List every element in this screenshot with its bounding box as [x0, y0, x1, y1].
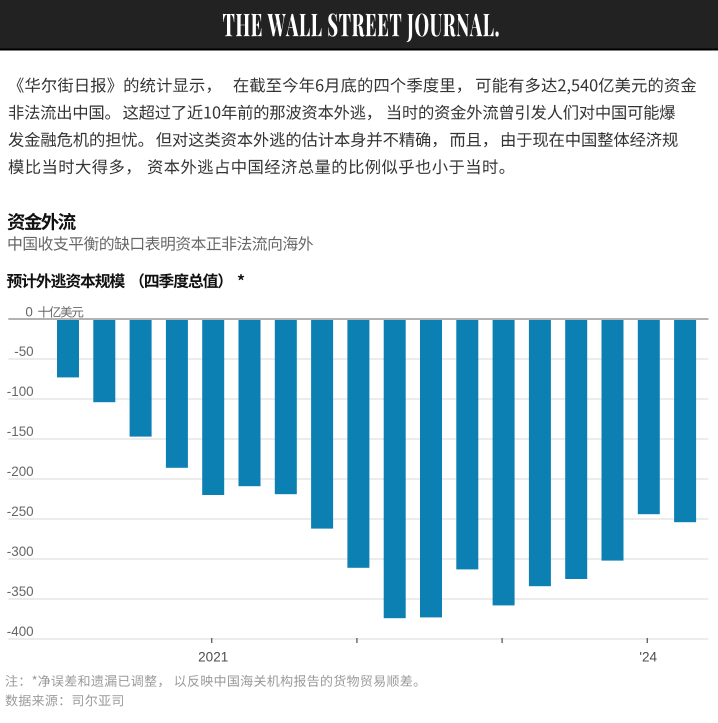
- svg-text:-350: -350: [7, 584, 34, 599]
- svg-text:-50: -50: [14, 344, 33, 359]
- svg-text:-100: -100: [7, 384, 34, 399]
- svg-text:-150: -150: [7, 424, 34, 439]
- svg-text:-400: -400: [7, 624, 34, 639]
- svg-text:'24: '24: [639, 650, 657, 665]
- svg-text:2021: 2021: [198, 650, 228, 665]
- svg-text:-250: -250: [7, 504, 34, 519]
- svg-text:0: 0: [25, 304, 32, 319]
- svg-text:-200: -200: [7, 464, 34, 479]
- svg-text:-300: -300: [7, 544, 34, 559]
